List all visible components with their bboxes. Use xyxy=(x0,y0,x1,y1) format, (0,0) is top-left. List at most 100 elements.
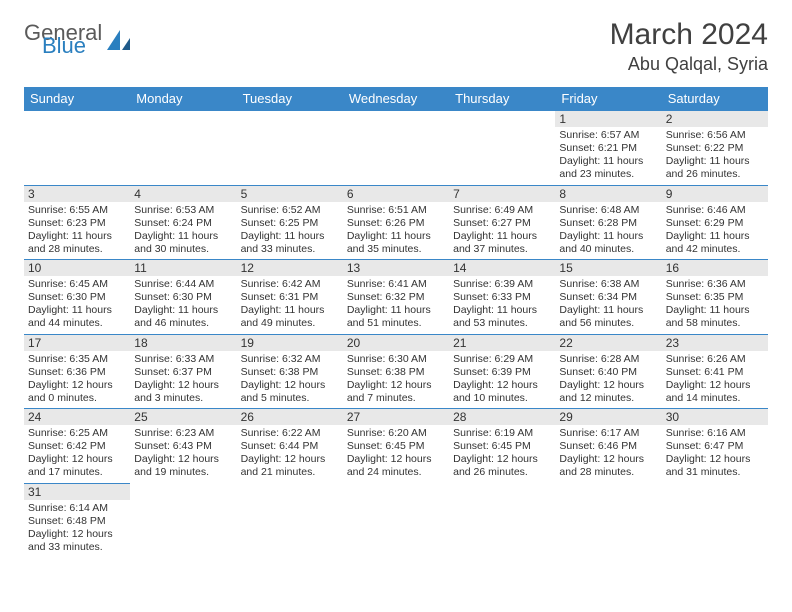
day-details: Sunrise: 6:52 AMSunset: 6:25 PMDaylight:… xyxy=(237,202,343,260)
day-number: 10 xyxy=(24,260,130,276)
sunset-text: Sunset: 6:46 PM xyxy=(559,440,657,453)
day-details: Sunrise: 6:26 AMSunset: 6:41 PMDaylight:… xyxy=(662,351,768,409)
daylight-text: Daylight: 12 hours xyxy=(134,453,232,466)
sunset-text: Sunset: 6:37 PM xyxy=(134,366,232,379)
day-number: 8 xyxy=(555,186,661,202)
daylight-text: Daylight: 12 hours xyxy=(666,379,764,392)
calendar-cell: 9Sunrise: 6:46 AMSunset: 6:29 PMDaylight… xyxy=(662,185,768,260)
sunset-text: Sunset: 6:32 PM xyxy=(347,291,445,304)
day-number: 9 xyxy=(662,186,768,202)
calendar-cell: 12Sunrise: 6:42 AMSunset: 6:31 PMDayligh… xyxy=(237,260,343,335)
sunset-text: Sunset: 6:22 PM xyxy=(666,142,764,155)
day-number: 19 xyxy=(237,335,343,351)
sunset-text: Sunset: 6:30 PM xyxy=(134,291,232,304)
sunset-text: Sunset: 6:35 PM xyxy=(666,291,764,304)
calendar-week-row: 10Sunrise: 6:45 AMSunset: 6:30 PMDayligh… xyxy=(24,260,768,335)
calendar-cell xyxy=(237,111,343,186)
sunset-text: Sunset: 6:30 PM xyxy=(28,291,126,304)
day-details: Sunrise: 6:16 AMSunset: 6:47 PMDaylight:… xyxy=(662,425,768,483)
sunrise-text: Sunrise: 6:38 AM xyxy=(559,278,657,291)
day-details: Sunrise: 6:45 AMSunset: 6:30 PMDaylight:… xyxy=(24,276,130,334)
sunrise-text: Sunrise: 6:22 AM xyxy=(241,427,339,440)
day-number: 27 xyxy=(343,409,449,425)
day-details: Sunrise: 6:46 AMSunset: 6:29 PMDaylight:… xyxy=(662,202,768,260)
calendar-cell: 22Sunrise: 6:28 AMSunset: 6:40 PMDayligh… xyxy=(555,334,661,409)
daylight-text: and 33 minutes. xyxy=(28,541,126,554)
day-details: Sunrise: 6:39 AMSunset: 6:33 PMDaylight:… xyxy=(449,276,555,334)
sunrise-text: Sunrise: 6:53 AM xyxy=(134,204,232,217)
weekday-header: Friday xyxy=(555,87,661,111)
calendar-cell xyxy=(343,483,449,557)
day-number: 3 xyxy=(24,186,130,202)
calendar-cell: 25Sunrise: 6:23 AMSunset: 6:43 PMDayligh… xyxy=(130,409,236,484)
daylight-text: Daylight: 11 hours xyxy=(559,230,657,243)
daylight-text: Daylight: 11 hours xyxy=(666,304,764,317)
day-details: Sunrise: 6:51 AMSunset: 6:26 PMDaylight:… xyxy=(343,202,449,260)
daylight-text: and 46 minutes. xyxy=(134,317,232,330)
calendar-cell xyxy=(555,483,661,557)
sunset-text: Sunset: 6:43 PM xyxy=(134,440,232,453)
calendar-cell: 19Sunrise: 6:32 AMSunset: 6:38 PMDayligh… xyxy=(237,334,343,409)
daylight-text: and 17 minutes. xyxy=(28,466,126,479)
day-number: 6 xyxy=(343,186,449,202)
sunset-text: Sunset: 6:40 PM xyxy=(559,366,657,379)
daylight-text: and 24 minutes. xyxy=(347,466,445,479)
day-details: Sunrise: 6:20 AMSunset: 6:45 PMDaylight:… xyxy=(343,425,449,483)
day-number: 13 xyxy=(343,260,449,276)
day-number: 12 xyxy=(237,260,343,276)
day-details: Sunrise: 6:17 AMSunset: 6:46 PMDaylight:… xyxy=(555,425,661,483)
daylight-text: Daylight: 11 hours xyxy=(241,304,339,317)
sunset-text: Sunset: 6:24 PM xyxy=(134,217,232,230)
sunrise-text: Sunrise: 6:36 AM xyxy=(666,278,764,291)
day-number: 23 xyxy=(662,335,768,351)
daylight-text: and 28 minutes. xyxy=(28,243,126,256)
sunrise-text: Sunrise: 6:46 AM xyxy=(666,204,764,217)
weekday-header: Sunday xyxy=(24,87,130,111)
daylight-text: Daylight: 12 hours xyxy=(28,453,126,466)
sunrise-text: Sunrise: 6:20 AM xyxy=(347,427,445,440)
weekday-header: Monday xyxy=(130,87,236,111)
day-number: 17 xyxy=(24,335,130,351)
sunrise-text: Sunrise: 6:17 AM xyxy=(559,427,657,440)
calendar-cell: 4Sunrise: 6:53 AMSunset: 6:24 PMDaylight… xyxy=(130,185,236,260)
sunrise-text: Sunrise: 6:25 AM xyxy=(28,427,126,440)
calendar-cell: 28Sunrise: 6:19 AMSunset: 6:45 PMDayligh… xyxy=(449,409,555,484)
daylight-text: Daylight: 12 hours xyxy=(453,453,551,466)
sunset-text: Sunset: 6:25 PM xyxy=(241,217,339,230)
day-number: 25 xyxy=(130,409,236,425)
daylight-text: Daylight: 11 hours xyxy=(134,304,232,317)
sunrise-text: Sunrise: 6:51 AM xyxy=(347,204,445,217)
sunset-text: Sunset: 6:34 PM xyxy=(559,291,657,304)
day-details: Sunrise: 6:19 AMSunset: 6:45 PMDaylight:… xyxy=(449,425,555,483)
sunrise-text: Sunrise: 6:32 AM xyxy=(241,353,339,366)
sunset-text: Sunset: 6:44 PM xyxy=(241,440,339,453)
daylight-text: and 53 minutes. xyxy=(453,317,551,330)
sunrise-text: Sunrise: 6:45 AM xyxy=(28,278,126,291)
day-details: Sunrise: 6:33 AMSunset: 6:37 PMDaylight:… xyxy=(130,351,236,409)
day-details: Sunrise: 6:28 AMSunset: 6:40 PMDaylight:… xyxy=(555,351,661,409)
day-number: 18 xyxy=(130,335,236,351)
day-number: 16 xyxy=(662,260,768,276)
location: Abu Qalqal, Syria xyxy=(610,54,768,75)
day-details: Sunrise: 6:36 AMSunset: 6:35 PMDaylight:… xyxy=(662,276,768,334)
day-number: 29 xyxy=(555,409,661,425)
logo-text: General Blue xyxy=(24,24,102,55)
daylight-text: and 5 minutes. xyxy=(241,392,339,405)
sunset-text: Sunset: 6:45 PM xyxy=(453,440,551,453)
day-number: 2 xyxy=(662,111,768,127)
day-number: 14 xyxy=(449,260,555,276)
sunrise-text: Sunrise: 6:49 AM xyxy=(453,204,551,217)
day-number: 1 xyxy=(555,111,661,127)
day-number: 26 xyxy=(237,409,343,425)
calendar-cell xyxy=(343,111,449,186)
sunrise-text: Sunrise: 6:35 AM xyxy=(28,353,126,366)
calendar-cell xyxy=(449,483,555,557)
sunset-text: Sunset: 6:36 PM xyxy=(28,366,126,379)
daylight-text: Daylight: 12 hours xyxy=(28,528,126,541)
sunrise-text: Sunrise: 6:19 AM xyxy=(453,427,551,440)
daylight-text: and 26 minutes. xyxy=(453,466,551,479)
calendar-week-row: 31Sunrise: 6:14 AMSunset: 6:48 PMDayligh… xyxy=(24,483,768,557)
daylight-text: and 35 minutes. xyxy=(347,243,445,256)
sunset-text: Sunset: 6:27 PM xyxy=(453,217,551,230)
daylight-text: Daylight: 11 hours xyxy=(559,155,657,168)
